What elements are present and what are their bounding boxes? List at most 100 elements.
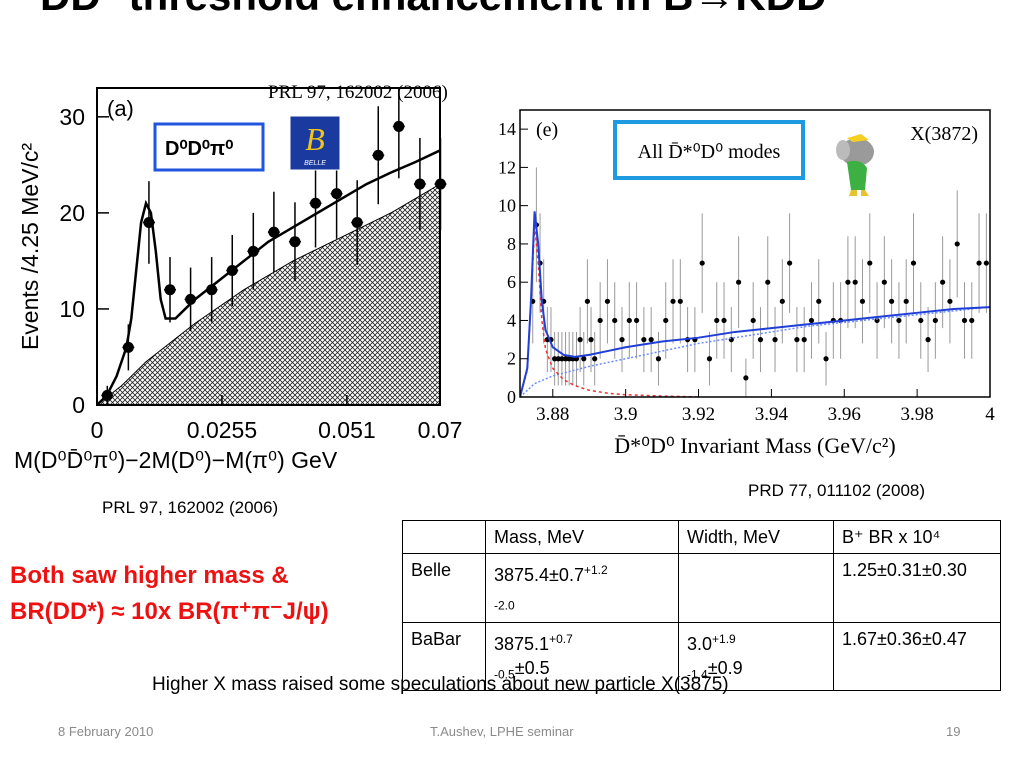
- x-tick-label: 3.92: [682, 404, 715, 425]
- y-tick-label: 10: [498, 196, 516, 216]
- legend-text: D⁰D⁰π⁰: [165, 138, 233, 160]
- footer-center: T.Aushev, LPHE seminar: [430, 724, 574, 739]
- data-point: [612, 317, 618, 324]
- plot-frame: [519, 109, 991, 398]
- data-point: [787, 260, 793, 266]
- data-point: [779, 298, 785, 304]
- y-tick-label: 30: [59, 104, 85, 130]
- data-point: [648, 337, 654, 343]
- mass-value: 3875.4±0.7: [494, 565, 584, 585]
- y-tick-label: 2: [507, 349, 516, 369]
- y-axis-label: Events /4.25 MeV/c²: [17, 143, 43, 350]
- x-tick-label: 3.94: [755, 404, 789, 425]
- x-tick-label: 3.9: [614, 404, 638, 425]
- data-point: [247, 245, 259, 257]
- data-point: [736, 279, 742, 285]
- table-row: Belle 3875.4±0.7+1.2 -2.0 1.25±0.31±0.30: [402, 553, 1001, 623]
- data-point: [940, 279, 946, 285]
- data-point: [434, 178, 446, 190]
- data-point: [706, 356, 713, 362]
- panel-label: (a): [107, 96, 134, 121]
- data-point: [750, 317, 756, 324]
- data-point: [626, 317, 632, 324]
- data-point: [714, 317, 720, 324]
- data-point: [562, 356, 569, 362]
- data-point: [961, 317, 968, 324]
- y-tick-label: 4: [507, 310, 516, 330]
- babar-mascot-icon: [835, 132, 885, 196]
- x-tick-label: 3.88: [536, 404, 569, 425]
- data-point: [581, 356, 587, 362]
- data-point: [801, 337, 807, 343]
- y-tick-label: 0: [507, 387, 516, 407]
- data-point: [699, 260, 705, 266]
- x-tick-label: 0: [91, 417, 104, 443]
- data-point: [101, 389, 113, 401]
- data-point: [910, 260, 917, 266]
- data-point: [577, 337, 583, 343]
- belle-chart: PRL 97, 162002 (2006) 0 0.0255 0.051 0.07 0 1…: [14, 82, 463, 473]
- babar-chart: 3.88 3.9 3.92 3.94 3.96 3.98 4 0 2 4 6 8 10 12 14 D̄*⁰D…: [498, 109, 995, 458]
- panel-tag: X(3872): [910, 123, 978, 145]
- data-point: [757, 337, 764, 343]
- table-cell-mass: 3875.4±0.7+1.2 -2.0: [485, 553, 679, 623]
- table-header-cell: Mass, MeV: [485, 520, 679, 554]
- footer-page: 19: [946, 724, 961, 739]
- mass-syst: ±0.5: [514, 657, 550, 678]
- data-point: [372, 149, 384, 161]
- data-point: [772, 337, 778, 343]
- data-point: [655, 356, 662, 362]
- background-shape: [97, 183, 440, 405]
- mass-value: 3875.1: [494, 633, 550, 654]
- fit-total-curve: [520, 211, 990, 397]
- table-cell-experiment: Belle: [402, 553, 486, 623]
- data-point: [566, 356, 572, 362]
- y-tick-label: 10: [59, 296, 85, 322]
- data-point: [983, 260, 989, 266]
- data-point: [728, 337, 734, 343]
- data-point: [597, 317, 603, 324]
- highlight-text: Both saw higher mass & BR(DD*) ≈ 10x BR(…: [10, 558, 329, 630]
- data-point: [641, 337, 647, 343]
- data-point: [677, 298, 683, 304]
- mass-error-down: -0.5: [494, 667, 515, 682]
- data-point: [584, 298, 591, 304]
- data-point: [765, 279, 771, 285]
- data-point: [889, 298, 895, 304]
- data-point: [268, 226, 280, 238]
- data-point: [663, 317, 669, 324]
- data-point: [289, 236, 301, 248]
- y-tick-label: 20: [59, 200, 85, 226]
- data-point: [351, 216, 363, 228]
- data-point: [743, 375, 749, 381]
- data-point: [555, 356, 561, 362]
- data-point: [122, 341, 134, 353]
- width-error-up: +1.9: [712, 631, 736, 646]
- y-tick-label: 14: [498, 119, 516, 139]
- x-tick-label: 0.07: [418, 417, 463, 443]
- table-cell-experiment: BaBar: [402, 621, 486, 692]
- legend-box: [153, 122, 265, 172]
- x-tick-label: 0.051: [318, 417, 376, 443]
- data-point: [932, 317, 938, 324]
- data-point: [226, 265, 238, 277]
- data-point: [143, 216, 155, 228]
- table-cell-width: [678, 553, 834, 623]
- x-axis-label: D̄*⁰D⁰ Invariant Mass (GeV/c²): [614, 433, 895, 458]
- panel-label: (e): [536, 119, 558, 141]
- belle-logo-text: BELLE: [304, 160, 326, 167]
- y-tick-label: 0: [72, 392, 85, 418]
- width-value: 3.0: [687, 633, 713, 654]
- results-table: Mass, MeV Width, MeV B⁺ BR x 10⁴ Belle 3…: [402, 520, 1001, 692]
- data-point: [874, 317, 880, 324]
- data-point: [604, 298, 611, 304]
- mass-error-up: +1.2: [583, 563, 608, 577]
- y-tick-label: 6: [507, 272, 516, 292]
- highlight-line-2: BR(DD*) ≈ 10x BR(π⁺π⁻J/ψ): [10, 598, 329, 625]
- data-point: [976, 260, 982, 266]
- slide-title: DD* threshold enhancement in B→KDD*: [40, 0, 843, 20]
- data-point: [918, 317, 924, 324]
- belle-logo: [289, 115, 341, 171]
- x-tick-label: 0.0255: [187, 417, 257, 443]
- data-point: [867, 260, 873, 266]
